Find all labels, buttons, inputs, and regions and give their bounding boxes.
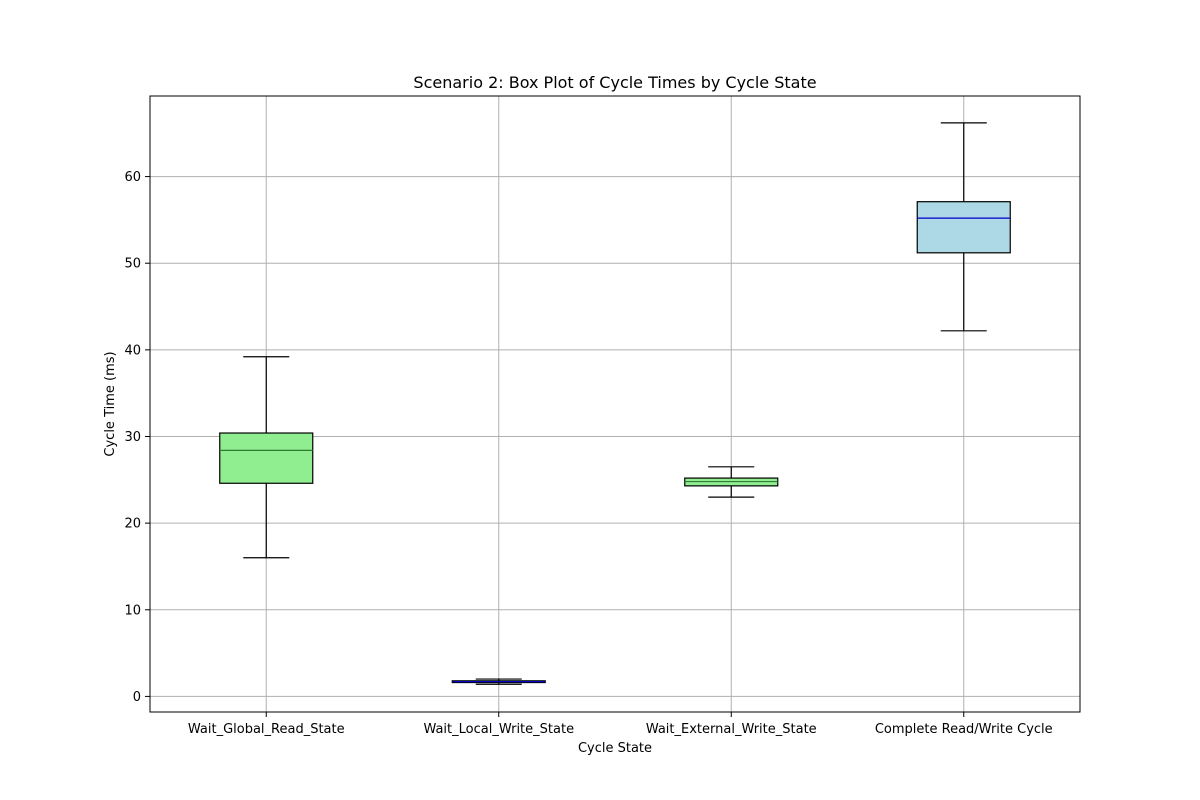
y-tick-label: 30 [124,430,141,445]
box-iqr [219,432,314,484]
y-tick-label: 10 [124,603,141,618]
x-axis-label: Cycle State [578,741,652,756]
chart-title: Scenario 2: Box Plot of Cycle Times by C… [413,73,816,92]
box-iqr [916,201,1011,254]
y-tick-label: 50 [124,257,141,272]
y-tick-label: 40 [124,343,141,358]
grid-layer [150,96,1080,712]
box-group [451,678,546,685]
tick-layer: 0 10 20 30 40 50 60 Wait_Global_Read_State Wait_… [124,170,1052,737]
y-tick-label: 60 [124,170,141,185]
box-layer [219,122,1011,685]
x-tick-label: Wait_External_Write_State [646,722,817,737]
box-group [684,466,779,498]
box-group [219,356,314,559]
x-tick-label: Complete Read/Write Cycle [875,722,1053,737]
y-tick-label: 20 [124,517,141,532]
y-tick-label: 0 [133,690,141,705]
x-tick-label: Wait_Local_Write_State [423,722,574,737]
y-axis-label: Cycle Time (ms) [103,351,118,456]
box-group [916,122,1011,332]
x-tick-label: Wait_Global_Read_State [188,722,345,737]
plot-frame [149,95,1081,713]
